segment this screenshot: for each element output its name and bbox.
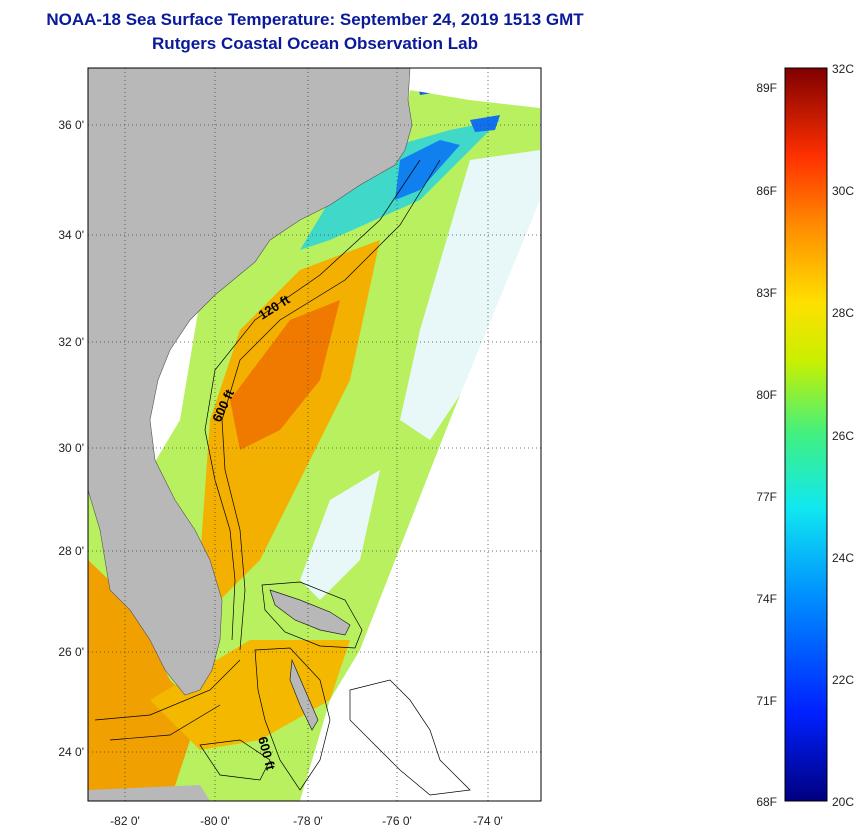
colorbar-c-label: 30C — [832, 184, 855, 198]
contour-bahamas-bank — [261, 581, 363, 649]
no-data-area — [300, 200, 541, 801]
colorbar-c-label: 24C — [832, 551, 855, 565]
lon-label: -78 0' — [293, 814, 323, 828]
lon-label: -80 0' — [200, 814, 230, 828]
colorbar-f-label: 71F — [756, 694, 777, 708]
sst-cold-coast — [395, 140, 460, 200]
map-subtitle: Rutgers Coastal Ocean Observation Lab — [152, 34, 478, 53]
lon-label: -82 0' — [110, 814, 140, 828]
contour-cuba-shelf — [199, 739, 271, 781]
contour-florida-strait — [94, 659, 241, 741]
colorbar-f-label: 77F — [756, 490, 777, 504]
colorbar-f-label: 80F — [756, 388, 777, 402]
land-gulf-coast — [88, 785, 210, 801]
sst-warm-shelf — [200, 240, 380, 600]
sst-warm-core — [230, 300, 340, 450]
colorbar-c-label: 26C — [832, 429, 855, 443]
colorbar — [784, 67, 828, 802]
contour-600ft — [221, 159, 441, 651]
map-frame — [87, 67, 542, 802]
contour-bahamas-bank — [254, 647, 331, 791]
colorbar-c-label: 32C — [832, 62, 855, 76]
lon-label: -74 0' — [473, 814, 503, 828]
lat-label: 28 0' — [58, 544, 84, 558]
map-title: NOAA-18 Sea Surface Temperature: Septemb… — [46, 10, 584, 29]
colorbar-c-label: 20C — [832, 795, 855, 809]
lat-label: 24 0' — [58, 745, 84, 759]
colorbar-f-label: 86F — [756, 184, 777, 198]
colorbar-f-label: 89F — [756, 81, 777, 95]
lat-label: 26 0' — [58, 645, 84, 659]
land-bahamas — [289, 658, 319, 731]
lon-label: -76 0' — [382, 814, 412, 828]
colorbar-c-label: 22C — [832, 673, 855, 687]
sst-cold-patch — [470, 115, 500, 132]
colorbar-c-label: 28C — [832, 306, 855, 320]
sst-gulf-warm — [88, 560, 200, 801]
contour-bahamas-bank — [349, 679, 471, 796]
colorbar-f-label: 74F — [756, 592, 777, 606]
lat-label: 36 0' — [58, 118, 84, 132]
sst-cloud-mask — [400, 150, 540, 440]
sst-cloud-mask — [300, 470, 380, 600]
lat-label: 32 0' — [58, 335, 84, 349]
lat-label: 34 0' — [58, 228, 84, 242]
sst-florida-strait — [150, 640, 350, 750]
no-data-area — [88, 68, 541, 108]
lat-label: 30 0' — [58, 441, 84, 455]
contour-120ft — [204, 159, 421, 641]
colorbar-f-label: 68F — [756, 795, 777, 809]
land-bahamas — [269, 589, 351, 636]
land-mainland — [88, 68, 413, 696]
colorbar-f-label: 83F — [756, 286, 777, 300]
